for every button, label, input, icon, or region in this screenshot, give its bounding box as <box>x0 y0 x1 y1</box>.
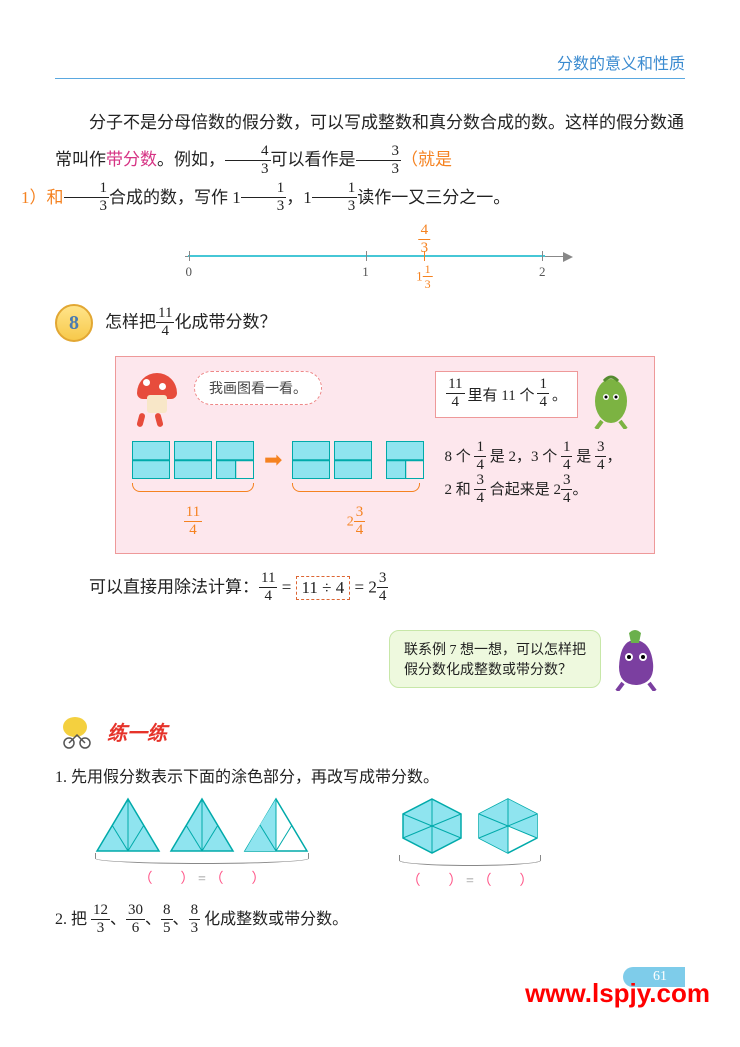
example-8-heading: 8 怎样把114化成带分数？ <box>55 304 685 342</box>
example-number-badge: 8 <box>55 304 93 342</box>
question-1: 1. 先用假分数表示下面的涂色部分，再改写成带分数。 <box>55 763 685 787</box>
lemon-rider-icon <box>55 713 99 749</box>
triangles-group <box>95 797 309 853</box>
mushroom-character-icon <box>132 371 186 431</box>
intro-paragraph: 分子不是分母倍数的假分数，可以写成整数和真分数合成的数。这样的假分数通常叫作带分… <box>55 104 685 216</box>
explanation-box: 我画图看一看。 114 里有 11 个 14。 ➡ <box>115 356 655 554</box>
number-line: 0 1 2 43 113 <box>185 224 685 284</box>
math-explanation: 8 个 14 是 2，3 个 14 是 34， 2 和 34 合起来是 234。 <box>444 441 638 507</box>
hint-row: 联系例 7 想一想，可以怎样把假分数化成整数或带分数？ <box>55 627 665 691</box>
pea-character-icon <box>584 371 638 429</box>
speech-bubble-left: 我画图看一看。 <box>194 371 322 405</box>
count-box: 114 里有 11 个 14。 <box>435 371 578 418</box>
question-2: 2. 把 123、306、85、83 化成整数或带分数。 <box>55 904 685 937</box>
arrow-icon: ➡ <box>258 447 288 473</box>
division-calculation: 可以直接用除法计算：114 = 11 ÷ 4 = 234 <box>89 572 685 605</box>
hexagons-group <box>399 797 541 855</box>
watermark: www.lspjy.com <box>525 978 710 1009</box>
grid-visualization: ➡ 114 234 <box>132 441 424 539</box>
hint-bubble: 联系例 7 想一想，可以怎样把假分数化成整数或带分数？ <box>389 630 601 688</box>
eggplant-character-icon <box>605 627 665 691</box>
shapes-row: （ ） = （ ） （ ） = （ ） <box>95 797 685 890</box>
practice-header: 练一练 <box>55 713 685 749</box>
chapter-header: 分数的意义和性质 <box>55 50 685 79</box>
term-mixed-number: 带分数 <box>106 150 157 169</box>
